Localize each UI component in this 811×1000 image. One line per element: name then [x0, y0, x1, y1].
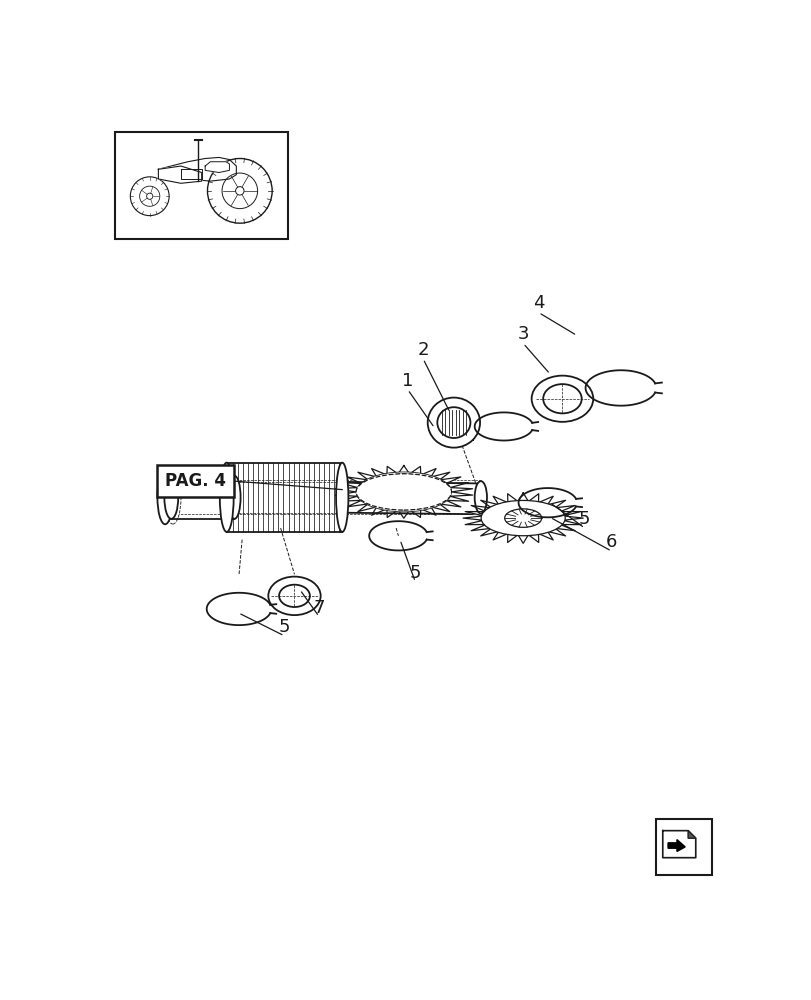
- Text: 5: 5: [278, 618, 290, 636]
- Ellipse shape: [360, 474, 446, 510]
- Ellipse shape: [504, 509, 541, 527]
- Ellipse shape: [356, 474, 451, 510]
- Text: 6: 6: [605, 533, 616, 551]
- Ellipse shape: [220, 463, 234, 532]
- Ellipse shape: [481, 500, 564, 536]
- Ellipse shape: [268, 577, 320, 615]
- Text: PAG. 4: PAG. 4: [165, 472, 226, 490]
- Ellipse shape: [427, 398, 479, 448]
- Text: 1: 1: [401, 371, 413, 389]
- Circle shape: [235, 187, 244, 195]
- Ellipse shape: [166, 474, 179, 521]
- Polygon shape: [667, 840, 684, 851]
- Ellipse shape: [474, 481, 487, 513]
- Ellipse shape: [279, 585, 310, 607]
- Ellipse shape: [543, 384, 581, 413]
- Ellipse shape: [228, 476, 240, 519]
- Circle shape: [139, 186, 160, 206]
- Polygon shape: [335, 466, 472, 518]
- Polygon shape: [662, 831, 695, 858]
- Ellipse shape: [437, 407, 470, 438]
- Circle shape: [147, 193, 152, 199]
- Ellipse shape: [164, 476, 178, 519]
- Ellipse shape: [531, 376, 593, 422]
- Bar: [115, 132, 288, 239]
- Text: 5: 5: [578, 510, 590, 528]
- Ellipse shape: [356, 472, 451, 512]
- Polygon shape: [688, 831, 695, 838]
- Ellipse shape: [157, 470, 173, 524]
- Polygon shape: [462, 493, 582, 543]
- Ellipse shape: [165, 471, 181, 524]
- Text: 5: 5: [409, 564, 421, 582]
- Circle shape: [208, 158, 272, 223]
- Text: 3: 3: [517, 325, 528, 343]
- Circle shape: [131, 177, 169, 216]
- Bar: [157, 465, 234, 497]
- Text: 7: 7: [313, 599, 324, 617]
- Text: 4: 4: [532, 294, 543, 312]
- Ellipse shape: [336, 463, 348, 532]
- Text: 2: 2: [417, 341, 428, 359]
- Bar: [655, 819, 711, 875]
- Circle shape: [221, 173, 257, 209]
- Polygon shape: [181, 169, 201, 179]
- Ellipse shape: [165, 472, 180, 522]
- Polygon shape: [158, 166, 201, 183]
- Polygon shape: [205, 162, 230, 173]
